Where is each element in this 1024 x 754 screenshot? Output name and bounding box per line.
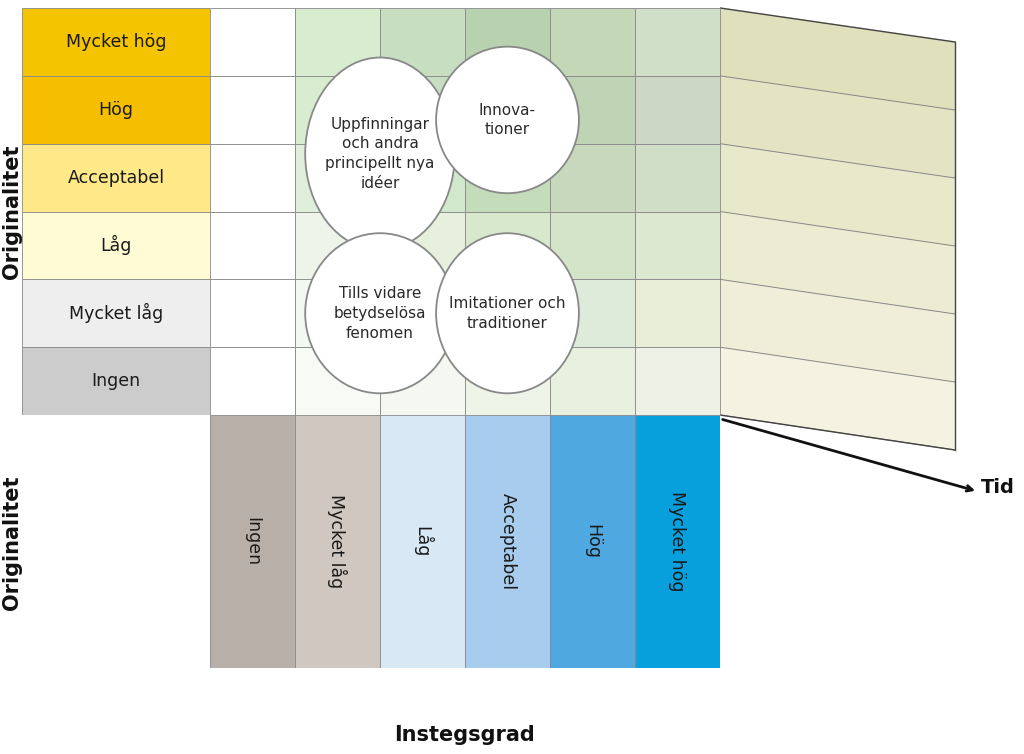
Bar bbox=[380, 279, 465, 347]
Bar bbox=[550, 144, 635, 212]
Bar bbox=[635, 279, 720, 347]
Bar bbox=[635, 415, 720, 668]
Bar bbox=[210, 347, 295, 415]
Bar bbox=[465, 8, 550, 76]
Text: Mycket hög: Mycket hög bbox=[66, 33, 166, 51]
Bar bbox=[635, 76, 720, 144]
Bar bbox=[465, 347, 550, 415]
Text: Tid: Tid bbox=[981, 478, 1015, 497]
Text: Hög: Hög bbox=[98, 101, 133, 118]
Ellipse shape bbox=[436, 47, 579, 193]
Polygon shape bbox=[720, 8, 955, 110]
Bar bbox=[295, 415, 380, 668]
Bar bbox=[465, 144, 550, 212]
Text: Instegsgrad: Instegsgrad bbox=[394, 725, 536, 745]
Polygon shape bbox=[720, 347, 955, 450]
Bar bbox=[210, 144, 295, 212]
Text: Innova-
tioner: Innova- tioner bbox=[479, 103, 536, 137]
Bar bbox=[22, 347, 210, 415]
Bar bbox=[22, 76, 210, 144]
Text: Mycket hög: Mycket hög bbox=[669, 492, 686, 592]
Bar bbox=[210, 76, 295, 144]
Bar bbox=[210, 212, 295, 279]
Text: Mycket låg: Mycket låg bbox=[328, 495, 347, 589]
Bar bbox=[22, 8, 210, 76]
Text: Tills vidare
betydselösa
fenomen: Tills vidare betydselösa fenomen bbox=[334, 286, 426, 341]
Bar bbox=[295, 76, 380, 144]
Polygon shape bbox=[720, 212, 955, 314]
Polygon shape bbox=[720, 279, 955, 382]
Bar bbox=[380, 76, 465, 144]
Bar bbox=[295, 212, 380, 279]
Bar bbox=[550, 8, 635, 76]
Bar bbox=[22, 144, 210, 212]
Text: Hög: Hög bbox=[584, 524, 601, 559]
Bar bbox=[210, 279, 295, 347]
Bar bbox=[22, 212, 210, 279]
Text: Imitationer och
traditioner: Imitationer och traditioner bbox=[450, 296, 565, 331]
Bar bbox=[380, 144, 465, 212]
Text: Ingen: Ingen bbox=[91, 372, 140, 390]
Bar bbox=[210, 8, 295, 76]
Bar bbox=[380, 415, 465, 668]
Bar bbox=[295, 279, 380, 347]
Bar bbox=[550, 76, 635, 144]
Bar bbox=[380, 212, 465, 279]
Bar bbox=[465, 212, 550, 279]
Text: Acceptabel: Acceptabel bbox=[68, 169, 165, 186]
Bar bbox=[550, 279, 635, 347]
Bar bbox=[550, 347, 635, 415]
Text: Låg: Låg bbox=[413, 526, 432, 557]
Text: Originalitet: Originalitet bbox=[2, 475, 22, 610]
Bar bbox=[635, 212, 720, 279]
Bar bbox=[635, 8, 720, 76]
Text: Låg: Låg bbox=[100, 235, 132, 256]
Bar bbox=[465, 279, 550, 347]
Bar bbox=[465, 415, 550, 668]
Bar bbox=[210, 415, 295, 668]
Text: Ingen: Ingen bbox=[244, 517, 261, 566]
Text: Acceptabel: Acceptabel bbox=[499, 493, 516, 590]
Bar bbox=[550, 415, 635, 668]
Bar bbox=[295, 347, 380, 415]
Ellipse shape bbox=[305, 233, 455, 394]
Text: Originalitet: Originalitet bbox=[2, 144, 22, 279]
Text: Uppfinningar
och andra
principellt nya
idéer: Uppfinningar och andra principellt nya i… bbox=[326, 117, 434, 191]
Ellipse shape bbox=[305, 57, 455, 250]
Bar bbox=[465, 76, 550, 144]
Bar bbox=[380, 8, 465, 76]
Bar bbox=[380, 347, 465, 415]
Polygon shape bbox=[720, 76, 955, 178]
Bar bbox=[295, 144, 380, 212]
Ellipse shape bbox=[436, 233, 579, 394]
Bar bbox=[635, 144, 720, 212]
Bar bbox=[550, 212, 635, 279]
Polygon shape bbox=[720, 144, 955, 246]
Bar bbox=[635, 347, 720, 415]
Bar bbox=[22, 279, 210, 347]
Bar bbox=[295, 8, 380, 76]
Text: Mycket låg: Mycket låg bbox=[69, 303, 163, 323]
